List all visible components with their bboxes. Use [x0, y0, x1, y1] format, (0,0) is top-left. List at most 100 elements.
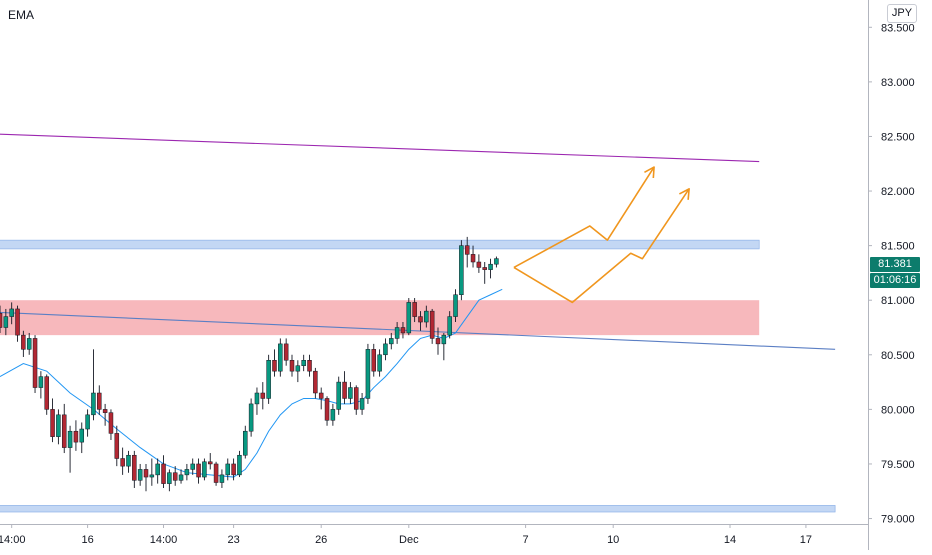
candle [348, 382, 353, 404]
candle-body [371, 349, 377, 372]
candle-body [213, 463, 219, 483]
indicator-label[interactable]: EMA [8, 8, 35, 22]
candle [424, 305, 429, 328]
candle-body [91, 392, 96, 416]
candle-body [143, 469, 149, 478]
channel-line [0, 133, 760, 163]
price-tick-label: 80.500 [881, 350, 915, 362]
candle-body [494, 258, 499, 265]
candle [50, 398, 55, 443]
candle [114, 425, 120, 467]
candle [137, 463, 143, 486]
candle [412, 298, 417, 323]
candle [132, 450, 137, 488]
candle-body [365, 349, 371, 399]
candle-body [3, 316, 9, 328]
candle-body [102, 409, 108, 413]
candle [254, 387, 260, 415]
candle-body [301, 360, 306, 366]
candle [307, 354, 312, 377]
candle [219, 469, 225, 488]
currency-button[interactable]: JPY [887, 4, 917, 23]
projection-path-1 [513, 166, 655, 269]
candle-body [283, 343, 289, 361]
candle [167, 469, 172, 492]
candle-body [237, 454, 242, 476]
candle-body [73, 430, 79, 443]
candle-body [488, 263, 493, 270]
price-tick-label: 83.000 [881, 77, 915, 89]
candle-body [441, 334, 447, 345]
candle [278, 338, 283, 377]
candle [126, 450, 131, 473]
candle [313, 367, 318, 399]
countdown-tag: 01:06:16 [870, 273, 920, 288]
candle-body [21, 334, 26, 350]
candle [482, 262, 487, 284]
candle-body [126, 454, 131, 467]
time-tick-label: 26 [315, 534, 327, 546]
candle-body [67, 430, 73, 448]
candle-body [272, 360, 277, 372]
candle [237, 450, 242, 478]
candle-body [44, 376, 49, 410]
candle-body [318, 392, 324, 399]
time-tick-label: 7 [523, 534, 529, 546]
candle-body [231, 463, 236, 476]
candle [441, 332, 447, 361]
candle-body [353, 387, 359, 410]
candle [359, 393, 365, 415]
candle [149, 458, 155, 486]
candle-body [114, 433, 120, 459]
candle [102, 403, 108, 426]
candle [67, 425, 73, 473]
candle-body [219, 474, 225, 483]
price-tick-label: 81.000 [881, 295, 915, 307]
candle [0, 305, 3, 333]
candle [301, 354, 306, 372]
candle [97, 385, 102, 415]
candle [248, 398, 254, 437]
candle-body [243, 430, 248, 456]
candle [435, 327, 441, 355]
time-tick-label: 23 [227, 534, 239, 546]
candle-body [225, 463, 231, 476]
time-tick-label: 14:00 [150, 534, 178, 546]
candle-body [61, 414, 67, 448]
candle [79, 422, 85, 454]
candle-body [424, 310, 429, 323]
candle-body [254, 392, 260, 405]
candle-body [137, 469, 143, 481]
candle-body [330, 409, 336, 421]
candle [377, 349, 382, 377]
candle-body [435, 338, 441, 345]
candle-body [383, 343, 388, 356]
time-tick-label: 14 [724, 534, 736, 546]
candle-body [389, 338, 394, 345]
candle-body [313, 370, 318, 394]
candle-body [307, 360, 312, 372]
candle [184, 463, 190, 481]
candle [470, 245, 476, 268]
candle-body [38, 376, 44, 388]
price-tick-label: 80.000 [881, 404, 915, 416]
candle-body [202, 461, 207, 478]
candle [21, 330, 26, 357]
candle [324, 396, 330, 426]
price-tick-label: 79.500 [881, 459, 915, 471]
candle-body [342, 381, 347, 399]
candle [406, 298, 412, 336]
candle-body [85, 414, 90, 430]
candle [476, 254, 482, 273]
candle [400, 322, 406, 339]
candle [330, 403, 336, 426]
candle-body [453, 294, 458, 317]
candle [272, 349, 277, 377]
plot-group [0, 133, 836, 513]
candle-body [324, 398, 330, 421]
candle-body [108, 412, 114, 434]
candle [38, 371, 44, 399]
candle [336, 376, 341, 415]
